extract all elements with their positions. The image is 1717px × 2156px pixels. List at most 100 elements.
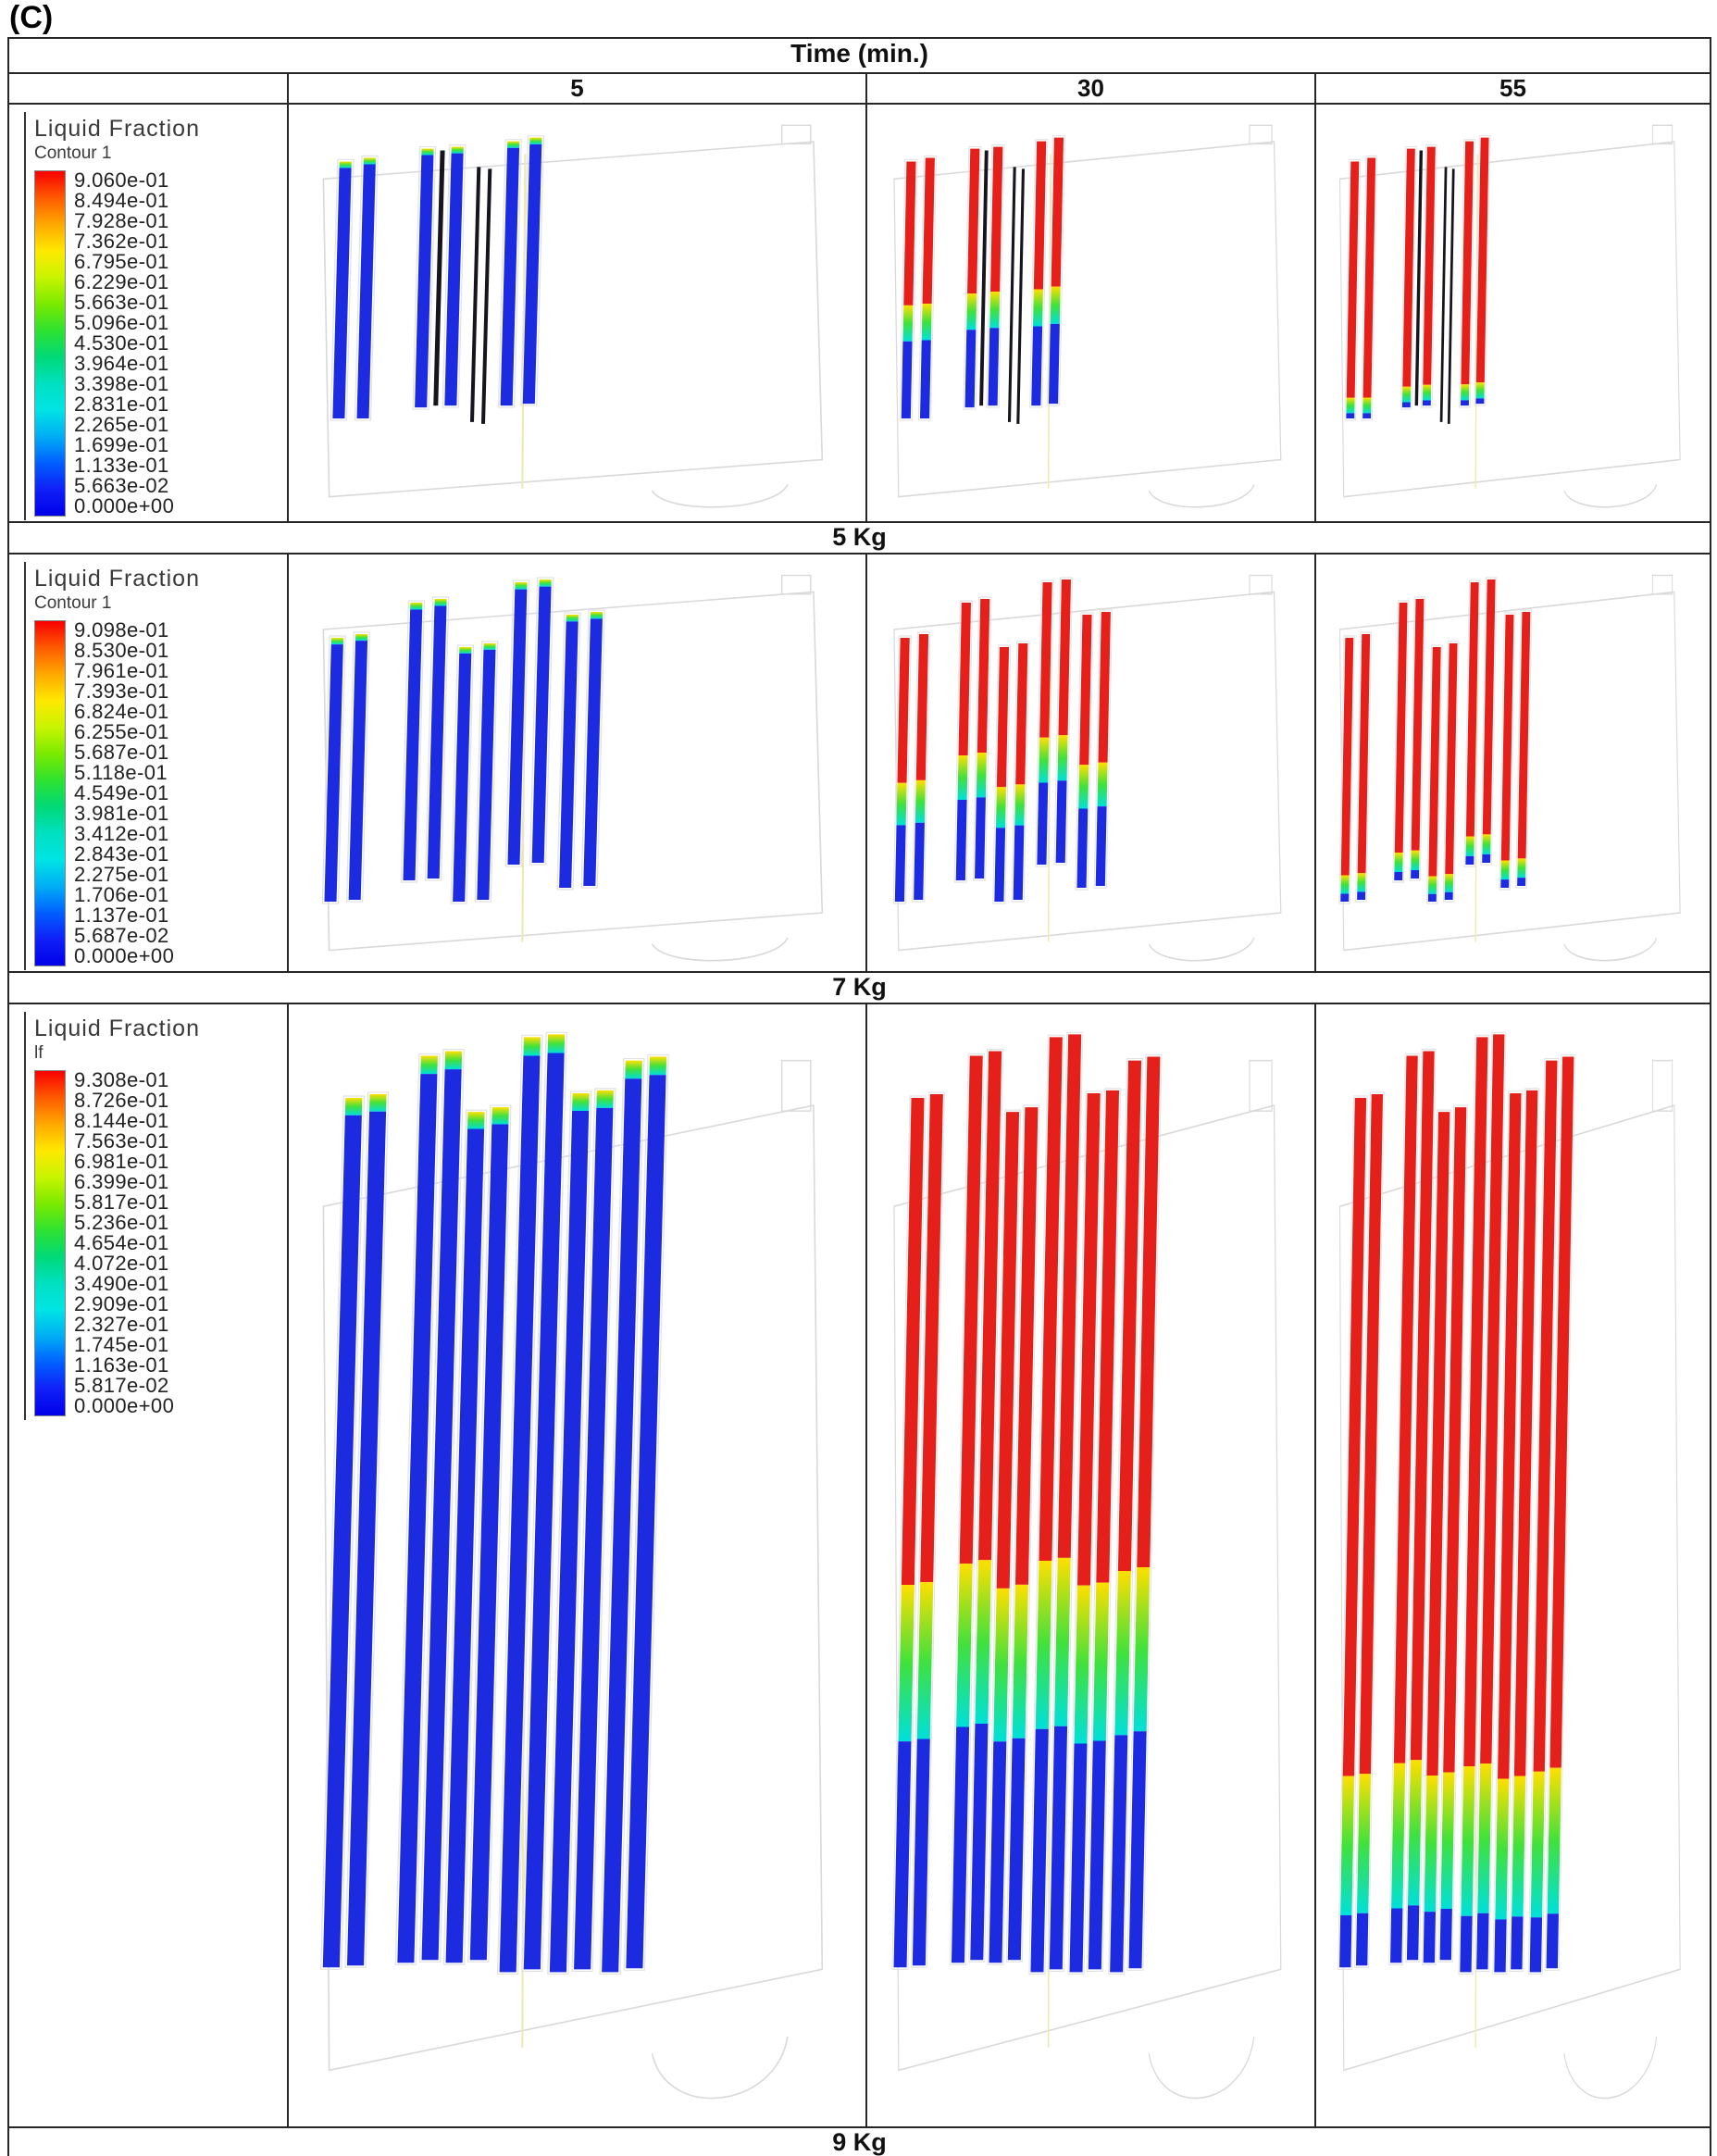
legend-value: 4.072e-01: [74, 1252, 169, 1275]
contour-panel-5kg-5min: [322, 124, 824, 508]
pcm-liquid-region: [1461, 141, 1474, 385]
tube-outline: [450, 644, 475, 904]
pcm-liquid-region: [901, 1098, 925, 1586]
tube-outline: [400, 600, 426, 883]
legend-values: 9.060e-01 8.494e-01 7.928e-01 7.362e-01 6.79…: [74, 170, 174, 517]
pcm-mushy-region: [993, 1588, 1010, 1742]
pcm-solid-region: [1423, 1912, 1437, 1963]
pcm-solid-region: [1394, 872, 1403, 880]
pcm-mushy-region: [921, 304, 932, 341]
legend-subtitle: Contour 1: [34, 593, 112, 613]
pcm-liquid-region: [1423, 146, 1436, 385]
time-column-spacer: [7, 72, 289, 105]
legend-subtitle: lf: [34, 1043, 44, 1063]
legend-value: 7.362e-01: [74, 230, 169, 253]
legend-value: 2.843e-01: [74, 842, 169, 866]
figure-label: (C): [9, 0, 54, 35]
tube-outline: [1409, 596, 1426, 881]
pcm-mushy-region: [1356, 1774, 1371, 1913]
pcm-liquid-region: [915, 634, 929, 780]
legend-value: 8.726e-01: [74, 1089, 169, 1112]
tube-bundle: [1338, 577, 1533, 904]
legend-value: 5.096e-01: [74, 311, 169, 334]
pcm-liquid-region: [990, 146, 1003, 293]
tube-bundle: [330, 135, 545, 424]
legend-value: 7.563e-01: [74, 1129, 169, 1153]
pcm-mushy-region: [1427, 876, 1437, 894]
pcm-solid-region: [1476, 1913, 1489, 1970]
pcm-mushy-region: [515, 582, 528, 590]
pcm-liquid-region: [1393, 1055, 1418, 1763]
fin-plate: [1414, 150, 1424, 406]
pcm-mushy-region: [1500, 860, 1510, 880]
colorbar: [34, 620, 66, 966]
time-columns-row: 5 30 55: [7, 72, 1712, 105]
pcm-mushy-region: [410, 603, 423, 610]
legend-value: 2.909e-01: [74, 1292, 169, 1315]
pcm-liquid-region: [967, 148, 980, 294]
tube-outline: [345, 631, 370, 903]
legend-value: 3.398e-01: [74, 372, 169, 395]
pcm-solid-region: [1007, 1738, 1026, 1961]
pcm-solid-region: [1055, 780, 1067, 863]
pcm-solid-region: [499, 1055, 541, 1973]
pcm-solid-region: [1546, 1913, 1559, 1969]
pcm-solid-region: [444, 153, 464, 406]
pcm-mushy-region: [539, 580, 552, 587]
tube-outline: [892, 635, 912, 904]
contour-panel-5kg-30min: [893, 124, 1282, 508]
legend-value: 0.000e+00: [74, 494, 175, 517]
panel-cell: [287, 553, 867, 973]
tube-outline: [1093, 609, 1113, 889]
pcm-mushy-region: [1477, 1763, 1492, 1913]
pcm-solid-region: [507, 589, 528, 865]
pcm-solid-region: [531, 586, 552, 864]
legend-value: 2.265e-01: [74, 413, 169, 436]
pcm-mushy-region: [566, 615, 579, 622]
pcm-liquid-region: [1411, 599, 1425, 851]
pcm-liquid-region: [1015, 643, 1028, 785]
legend-value: 5.663e-01: [74, 291, 169, 314]
pcm-solid-region: [1340, 893, 1350, 903]
pcm-solid-region: [583, 618, 603, 887]
pcm-solid-region: [1511, 1916, 1524, 1970]
row-9kg: Liquid Fraction lf 9.308e-01 8.726e-01 8.1…: [7, 1003, 1712, 2128]
pcm-mushy-region: [1012, 1584, 1028, 1739]
pcm-solid-region: [1362, 413, 1372, 418]
results-table: Time (min.) 5 30 55 Liquid Fraction Cont…: [6, 37, 1712, 2156]
tube-outline: [1361, 155, 1377, 421]
legend-value: 8.144e-01: [74, 1109, 169, 1132]
pcm-mushy-region: [1114, 1571, 1131, 1736]
pcm-liquid-region: [1500, 615, 1514, 861]
pcm-liquid-region: [920, 1093, 943, 1583]
tube-outline: [1544, 1053, 1576, 1971]
tube-outline: [1400, 145, 1417, 410]
tube-outline: [330, 158, 355, 421]
tube-outline: [1499, 612, 1516, 891]
pcm-solid-region: [346, 1111, 387, 1966]
tube-outline: [424, 596, 450, 881]
pcm-mushy-region: [1444, 874, 1454, 892]
legend-value: 2.831e-01: [74, 393, 169, 416]
pcm-mushy-region: [1362, 397, 1372, 414]
pcm-mushy-region: [572, 1092, 590, 1111]
pcm-solid-region: [559, 621, 579, 888]
tube-outline: [504, 580, 530, 867]
pcm-solid-region: [1339, 1914, 1352, 1968]
pcm-solid-region: [445, 1128, 485, 1963]
tube-outline: [1344, 158, 1362, 421]
tube-outline: [1474, 1031, 1507, 1972]
pcm-mushy-region: [1133, 1567, 1151, 1732]
legend-value: 4.549e-01: [74, 781, 169, 804]
pcm-liquid-region: [1096, 1090, 1120, 1583]
tube-outline: [899, 158, 918, 421]
pcm-liquid-region: [1517, 612, 1531, 859]
pcm-solid-region: [1088, 1740, 1106, 1970]
pcm-solid-region: [994, 828, 1006, 902]
tube-outline: [1515, 609, 1533, 889]
pcm-solid-region: [1049, 1726, 1068, 1970]
pcm-solid-region: [356, 164, 376, 418]
pcm-mushy-region: [1475, 382, 1485, 399]
pcm-mushy-region: [1422, 384, 1432, 401]
pcm-mushy-region: [421, 148, 434, 156]
